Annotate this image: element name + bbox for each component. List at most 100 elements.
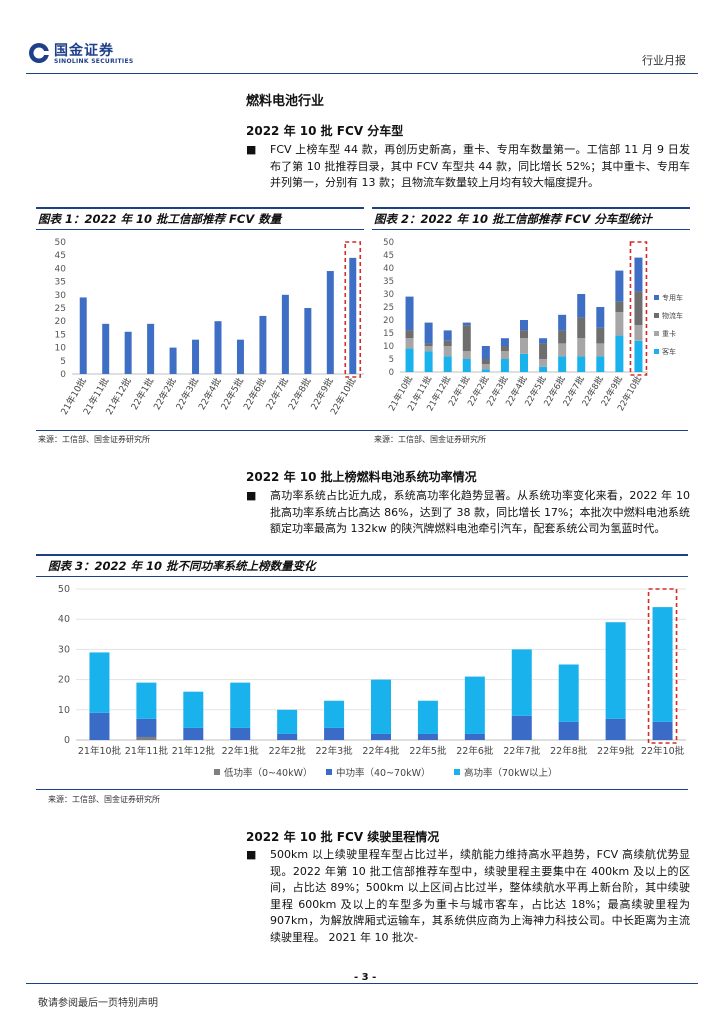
paragraph-text: 高功率系统占比近九成，系统高功率化趋势显著。从系统功率变化来看，2022 年 1… <box>270 489 690 535</box>
paragraph-range: ■ 500km 以上续驶里程车型占比过半，续航能力维持高水平趋势，FCV 高续航… <box>246 847 690 946</box>
bar-重卡 <box>539 359 548 367</box>
bar-专用车 <box>443 330 452 341</box>
bar-高功率（70kW以上） <box>511 649 532 716</box>
legend-label: 高功率（70kW以上） <box>464 767 557 779</box>
bar-中功率（40~70kW） <box>277 733 298 740</box>
bar-重卡 <box>405 338 414 349</box>
legend-swatch <box>454 769 460 775</box>
bar-中功率（40~70kW） <box>89 712 110 740</box>
highlight-box <box>344 241 362 378</box>
bar-物流车 <box>634 291 643 326</box>
paragraph-text: 500km 以上续驶里程车型占比过半，续航能力维持高水平趋势，FCV 高续航优势… <box>270 848 690 944</box>
bar-物流车 <box>500 346 509 352</box>
report-type: 行业月报 <box>642 54 686 67</box>
paragraph-text: FCV 上榜车型 44 款，再创历史新高，重卡、专用车数量第一。工信部 11 月… <box>270 143 690 189</box>
bar-高功率（70kW以上） <box>605 622 626 719</box>
figure3-title: 图表 3：2022 年 10 批不同功率系统上榜数量变化 <box>48 559 316 573</box>
chart-fcv-by-type: 0510152025303540455021年10批21年11批21年12批22… <box>383 238 683 413</box>
sinolink-logo-icon <box>29 43 50 63</box>
y-tick-label: 5 <box>60 357 66 367</box>
bar-客车 <box>443 356 452 372</box>
bar-中功率（40~70kW） <box>464 733 485 740</box>
bar-高功率（70kW以上） <box>89 652 110 713</box>
y-tick-label: 20 <box>55 317 67 327</box>
bar <box>192 339 200 374</box>
figure2-source: 来源：工信部、国金证券研究所 <box>374 435 486 444</box>
footer-divider <box>26 983 698 984</box>
highlight-box <box>647 588 678 744</box>
bullet-icon: ■ <box>246 489 257 502</box>
y-tick-label: 50 <box>383 238 394 248</box>
logo-chinese-name: 国金证券 <box>54 43 114 59</box>
x-tick-label: 22年2批 <box>269 745 307 757</box>
x-tick-label: 22年10批 <box>641 745 685 757</box>
bar-专用车 <box>558 314 567 331</box>
bar-高功率（70kW以上） <box>230 682 251 728</box>
bar-物流车 <box>424 343 433 346</box>
x-tick-label: 21年10批 <box>78 745 122 757</box>
bar <box>79 297 87 374</box>
bar-中功率（40~70kW） <box>558 721 579 740</box>
y-tick-label: 10 <box>383 342 394 352</box>
bar-物流车 <box>481 359 490 365</box>
footer-disclaimer: 敬请参阅最后一页特别声明 <box>38 998 158 1009</box>
bar <box>281 294 289 374</box>
section-title: 燃料电池行业 <box>246 94 325 109</box>
bar-重卡 <box>596 343 605 357</box>
bar-物流车 <box>596 327 605 344</box>
y-tick-label: 25 <box>383 303 394 313</box>
bar-中功率（40~70kW） <box>324 727 345 740</box>
bar-重卡 <box>462 351 471 359</box>
bar-高功率（70kW以上） <box>464 676 485 734</box>
bar-专用车 <box>462 322 471 326</box>
bar-中功率（40~70kW） <box>230 727 251 740</box>
bar-物流车 <box>462 325 471 352</box>
bar-客车 <box>596 356 605 372</box>
page-number: - 3 - <box>350 972 381 983</box>
bar-客车 <box>405 348 414 372</box>
y-tick-label: 40 <box>58 614 70 625</box>
figure1-title-bar: 图表 1：2022 年 10 批工信部推荐 FCV 数量 <box>36 207 364 230</box>
y-tick-label: 20 <box>383 316 394 326</box>
y-tick-label: 45 <box>383 251 394 261</box>
bar-重卡 <box>424 346 433 352</box>
x-tick-label: 21年12批 <box>172 745 216 757</box>
bar <box>259 315 267 374</box>
bar <box>304 308 312 374</box>
x-tick-label: 22年7批 <box>503 745 541 757</box>
bar-中功率（40~70kW） <box>136 718 157 737</box>
bar-重卡 <box>520 338 528 354</box>
figure3-divider <box>36 789 688 790</box>
bar-专用车 <box>634 257 643 292</box>
legend-label: 物流车 <box>662 311 683 320</box>
subsection-title-power: 2022 年 10 批上榜燃料电池系统功率情况 <box>246 470 477 484</box>
bar-物流车 <box>539 343 548 359</box>
y-tick-label: 45 <box>55 251 66 261</box>
y-tick-label: 35 <box>383 277 394 287</box>
figure3-source: 来源：工信部、国金证券研究所 <box>48 795 160 804</box>
subsection-title-fcv-types: 2022 年 10 批 FCV 分车型 <box>246 124 404 138</box>
bar-客车 <box>462 359 471 372</box>
bar-专用车 <box>596 307 605 328</box>
figure1-source: 来源：工信部、国金证券研究所 <box>38 435 150 444</box>
bar-专用车 <box>424 322 433 344</box>
bar <box>169 347 177 374</box>
bar-中功率（40~70kW） <box>183 727 204 740</box>
bar-中功率（40~70kW） <box>371 733 391 740</box>
bar-中功率（40~70kW） <box>417 733 438 740</box>
y-tick-label: 20 <box>58 675 70 686</box>
bar-高功率（70kW以上） <box>136 682 157 719</box>
bar-专用车 <box>539 338 548 344</box>
bar-重卡 <box>615 312 624 336</box>
y-tick-label: 15 <box>383 329 394 339</box>
bar-重卡 <box>443 346 452 357</box>
bar-客车 <box>520 353 528 372</box>
bar-重卡 <box>634 325 643 341</box>
bar-中功率（40~70kW） <box>652 721 673 740</box>
legend-label: 低功率（0~40kW） <box>224 767 313 779</box>
y-tick-label: 0 <box>64 735 70 746</box>
bar-专用车 <box>481 346 490 359</box>
legend-label: 重卡 <box>662 329 676 338</box>
x-tick-label: 22年6批 <box>456 745 494 757</box>
chart-fcv-count: 0510152025303540455021年10批21年11批21年12批22… <box>55 238 364 417</box>
